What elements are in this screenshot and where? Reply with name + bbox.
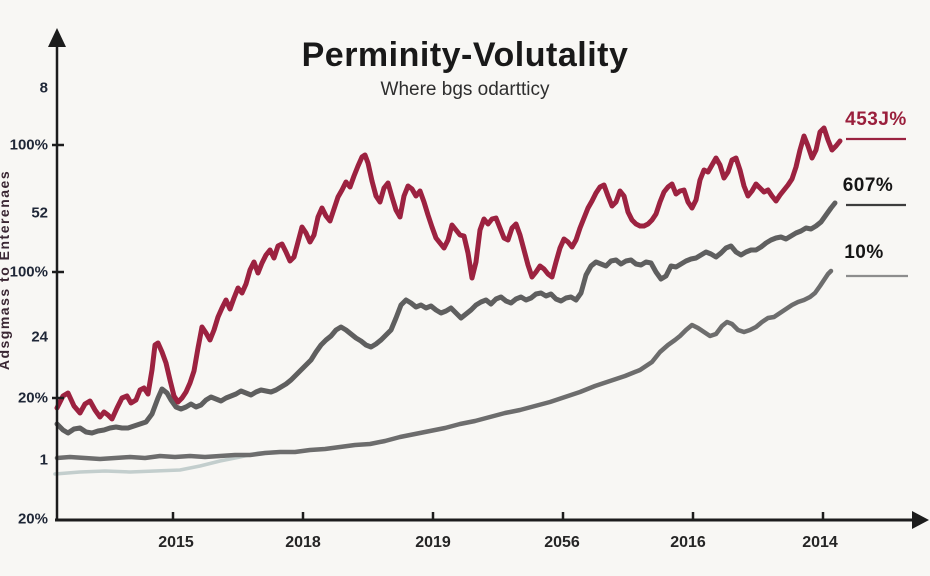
x-axis-tick-label: 2018 bbox=[285, 534, 321, 551]
series-end-label: 453J% bbox=[845, 109, 907, 130]
y-axis-tick-label: 20% bbox=[17, 510, 48, 528]
series-end-label: 10% bbox=[844, 242, 884, 263]
series-line-gray-lower bbox=[54, 268, 834, 462]
x-axis-tick-label: 2014 bbox=[802, 534, 838, 551]
y-axis-arrowhead bbox=[48, 28, 66, 47]
series-line-red-volatile bbox=[54, 125, 843, 422]
y-axis-tick-label: 24 bbox=[31, 328, 48, 346]
x-axis-tick-label: 2019 bbox=[415, 534, 451, 551]
y-axis-tick-label: 1 bbox=[39, 451, 48, 469]
series-end-label: 607% bbox=[842, 175, 894, 196]
y-axis-tick-label: 52 bbox=[31, 204, 48, 222]
y-axis-tick-label: 20% bbox=[17, 389, 48, 407]
x-axis-arrowhead bbox=[912, 511, 929, 529]
y-axis-tick-label: 100% bbox=[9, 263, 48, 281]
x-axis-tick-label: 2016 bbox=[670, 534, 706, 551]
y-axis-tick-label: 8 bbox=[39, 79, 48, 97]
x-axis-tick-label: 2056 bbox=[544, 534, 580, 551]
y-axis-tick-label: 100% bbox=[9, 136, 48, 154]
series-line-gray-upper bbox=[54, 200, 838, 436]
x-axis-tick-label: 2015 bbox=[158, 534, 194, 551]
